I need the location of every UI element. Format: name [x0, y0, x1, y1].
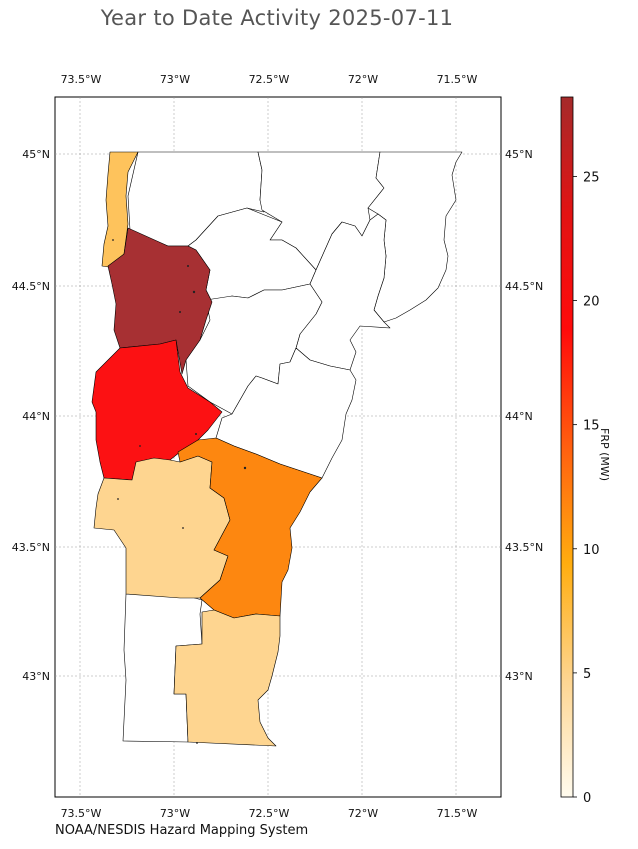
lat-tick-left: 43°N [22, 670, 50, 683]
lat-tick-left: 44°N [22, 410, 50, 423]
lat-tick-left: 45°N [22, 148, 50, 161]
county-windham [173, 609, 281, 747]
lon-tick-bottom: 72°W [348, 807, 378, 820]
fire-point [195, 433, 197, 435]
colorbar-label: FRP (MW) [598, 428, 611, 482]
lon-tick-top: 73°W [160, 73, 190, 86]
fire-point [182, 527, 184, 529]
colorbar [560, 96, 574, 798]
lon-tick-top: 71.5°W [437, 73, 478, 86]
colorbar-tick-label: 10 [583, 543, 600, 558]
colorbar-tick-label: 0 [583, 791, 591, 806]
fire-point [192, 290, 196, 294]
lon-tick-top: 72°W [348, 73, 378, 86]
map-title: Year to Date Activity 2025-07-11 [100, 6, 454, 30]
lon-tick-bottom: 73.5°W [61, 807, 102, 820]
lon-tick-bottom: 72.5°W [249, 807, 290, 820]
colorbar-tick-label: 5 [583, 667, 591, 682]
colorbar-ticks: 0 5 10 15 20 25 [573, 170, 600, 806]
source-credit: NOAA/NESDIS Hazard Mapping System [55, 823, 309, 838]
colorbar-tick-label: 15 [583, 419, 600, 434]
lat-tick-right: 43.5°N [505, 541, 543, 554]
lat-tick-right: 44°N [505, 410, 533, 423]
lat-tick-left: 43.5°N [12, 541, 50, 554]
lat-tick-right: 44.5°N [505, 280, 543, 293]
fire-point [187, 265, 189, 267]
lon-tick-bottom: 71.5°W [437, 807, 478, 820]
fire-point [117, 498, 119, 500]
fire-point [243, 466, 247, 470]
fire-point [112, 239, 114, 241]
lon-tick-top: 73.5°W [61, 73, 102, 86]
colorbar-tick-label: 25 [583, 170, 600, 185]
county-chittenden [107, 227, 213, 375]
lon-tick-top: 72.5°W [249, 73, 290, 86]
fire-point [139, 445, 141, 447]
lat-tick-right: 45°N [505, 148, 533, 161]
fire-point [196, 742, 198, 744]
lat-tick-right: 43°N [505, 670, 533, 683]
lon-tick-bottom: 73°W [160, 807, 190, 820]
fire-point [179, 311, 181, 313]
lat-tick-left: 44.5°N [12, 280, 50, 293]
colorbar-tick-label: 20 [583, 295, 600, 310]
